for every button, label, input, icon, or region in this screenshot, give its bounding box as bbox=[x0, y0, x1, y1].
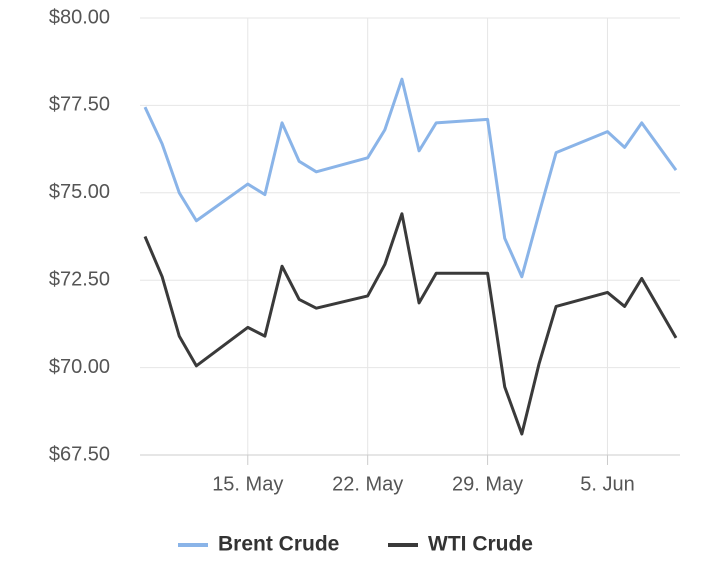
y-tick-label: $75.00 bbox=[49, 181, 110, 203]
y-tick-label: $72.50 bbox=[49, 268, 110, 290]
legend-label: WTI Crude bbox=[428, 533, 533, 556]
series-line bbox=[143, 212, 678, 436]
x-tick-label: 5. Jun bbox=[580, 473, 634, 495]
y-tick-label: $67.50 bbox=[49, 443, 110, 465]
y-tick-label: $70.00 bbox=[49, 356, 110, 378]
legend-label: Brent Crude bbox=[218, 533, 339, 556]
x-tick-label: 15. May bbox=[212, 473, 283, 495]
x-tick-label: 22. May bbox=[332, 473, 403, 495]
y-tick-label: $77.50 bbox=[49, 94, 110, 116]
x-tick-label: 29. May bbox=[452, 473, 523, 495]
series-line bbox=[143, 77, 678, 279]
y-tick-label: $80.00 bbox=[49, 6, 110, 28]
